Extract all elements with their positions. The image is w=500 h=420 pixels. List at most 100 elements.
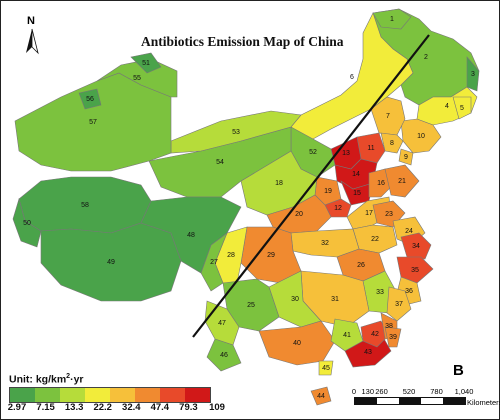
region-48 (140, 196, 242, 274)
legend-swatch (85, 388, 110, 402)
region-49 (40, 222, 182, 302)
region-label: 33 (376, 289, 384, 296)
legend-break-label: 2.97 (7, 402, 27, 413)
region-label: 31 (331, 296, 339, 303)
north-arrow-icon (26, 28, 39, 55)
region-label: 38 (385, 323, 393, 330)
region-1 (372, 8, 412, 30)
region-label: 42 (371, 331, 379, 338)
region-label: 40 (293, 340, 301, 347)
region-label: 50 (23, 220, 31, 227)
region-50 (12, 197, 42, 248)
region-label: 55 (133, 75, 141, 82)
region-label: 11 (367, 145, 374, 152)
region-39 (384, 326, 402, 348)
region-46 (206, 338, 242, 372)
region-label: 28 (227, 252, 235, 259)
region-label: 43 (364, 349, 372, 356)
region-label: 1 (390, 16, 394, 23)
region-label: 39 (389, 334, 397, 341)
region-label: 48 (187, 232, 195, 239)
legend-break-label: 13.3 (64, 402, 84, 413)
legend-break-label: 109 (209, 402, 225, 413)
legend-unit-sup: 2 (66, 373, 71, 380)
region-42 (360, 320, 390, 348)
region-label: 46 (220, 352, 228, 359)
region-label: 24 (405, 228, 413, 235)
scale-label: 520 (402, 387, 416, 396)
region-label: 18 (275, 180, 283, 187)
region-label: 23 (385, 211, 393, 218)
scale-segment (421, 398, 443, 404)
scale-bar (354, 397, 466, 405)
region-45 (318, 360, 334, 376)
region-label: 32 (321, 240, 329, 247)
region-label: 7 (386, 113, 390, 120)
region-10 (400, 118, 442, 154)
color-legend (9, 387, 211, 403)
region-label: 37 (395, 301, 403, 308)
region-label: 21 (398, 178, 406, 185)
region-label: 51 (142, 60, 150, 67)
region-5 (452, 96, 472, 120)
region-label: 10 (417, 133, 425, 140)
legend-unit-suffix: ·yr (70, 373, 84, 386)
legend-unit: Unit: kg/km2·yr (9, 373, 84, 386)
region-40 (258, 320, 336, 366)
region-label: 41 (343, 332, 351, 339)
region-label: 44 (317, 393, 325, 400)
region-label: 35 (411, 267, 419, 274)
legend-break-labels: 2.97 7.15 13.3 22.2 32.4 47.4 79.3 109 (7, 402, 225, 416)
scale-segment (355, 398, 377, 404)
scale-label: 260 (375, 387, 388, 396)
region-label: 25 (247, 302, 255, 309)
legend-swatch (60, 388, 85, 402)
region-label: 36 (405, 288, 413, 295)
region-label: 3 (471, 71, 475, 78)
region-label: 29 (267, 252, 275, 259)
scale-segment (399, 398, 421, 404)
region-label: 4 (445, 103, 449, 110)
region-label: 14 (352, 171, 360, 178)
north-label: N (27, 15, 35, 27)
legend-break-label: 22.2 (93, 402, 112, 413)
scale-segment (443, 398, 465, 404)
region-34 (400, 232, 432, 260)
region-label: 34 (412, 243, 420, 250)
region-label: 26 (357, 262, 365, 269)
panel-label: B (453, 362, 464, 379)
scale-unit: Kilometers (467, 398, 500, 407)
region-label: 16 (377, 180, 385, 187)
region-label: 52 (309, 149, 317, 156)
legend-swatch (185, 388, 210, 402)
scale-bar-labels: 0 130 260 520 780 1,040 (351, 387, 494, 397)
legend-break-label: 47.4 (150, 402, 170, 413)
region-35 (396, 256, 434, 284)
region-51 (130, 52, 162, 74)
region-label: 9 (404, 154, 408, 161)
region-3 (466, 56, 480, 92)
region-label: 17 (365, 210, 373, 217)
legend-swatch (10, 388, 35, 402)
region-label: 47 (218, 320, 226, 327)
scale-segment (377, 398, 399, 404)
legend-break-label: 79.3 (179, 402, 198, 413)
legend-break-label: 32.4 (122, 402, 141, 413)
scale-label: 130 (361, 387, 375, 396)
region-37 (386, 286, 412, 322)
legend-swatch (160, 388, 185, 402)
region-label: 53 (232, 129, 240, 136)
region-8 (380, 132, 404, 154)
region-9 (398, 148, 414, 166)
region-label: 57 (89, 119, 97, 126)
legend-break-label: 7.15 (36, 402, 55, 413)
region-label: 22 (371, 236, 379, 243)
scale-label: 780 (430, 387, 443, 396)
region-label: 45 (322, 365, 330, 372)
legend-swatch (35, 388, 60, 402)
region-44 (310, 386, 332, 406)
scale-label: 0 (351, 387, 357, 396)
region-label: 6 (350, 74, 354, 81)
hu-line (192, 34, 430, 338)
